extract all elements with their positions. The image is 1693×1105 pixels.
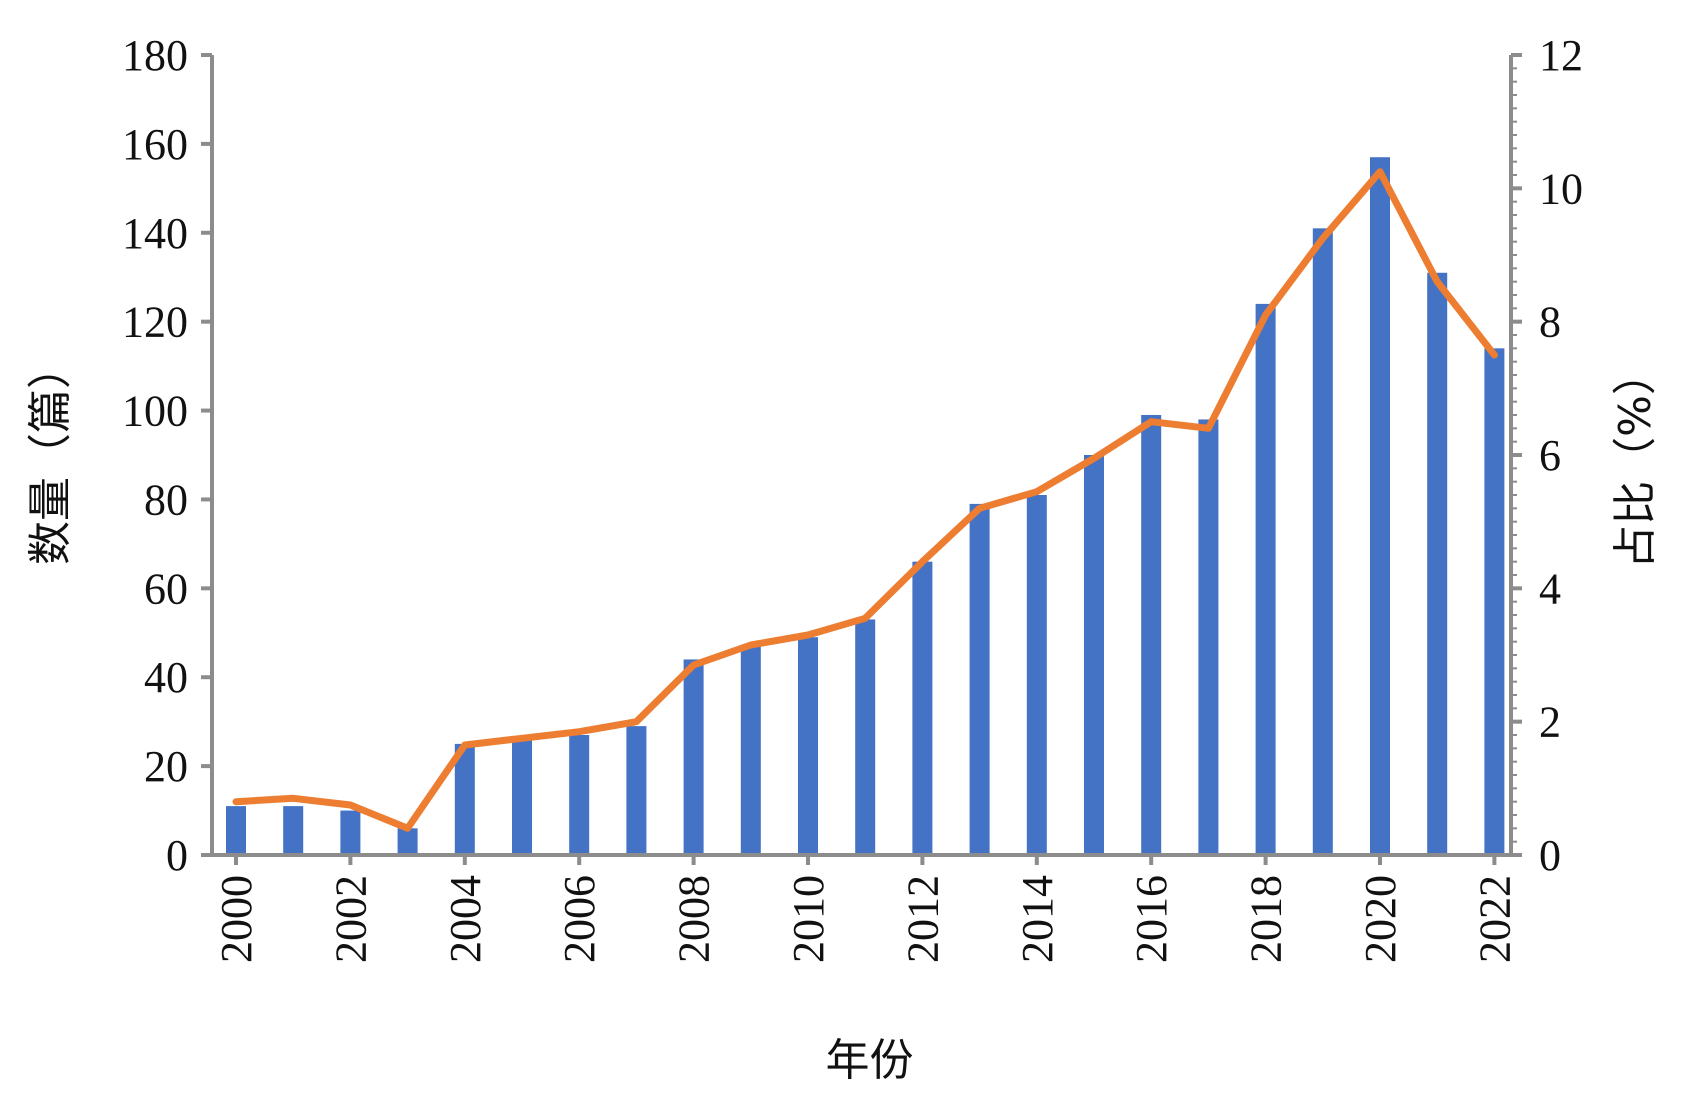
- x-tick-label: 2004: [441, 875, 490, 963]
- line-series-path: [232, 168, 1498, 832]
- y-right-tick-label: 2: [1539, 698, 1561, 747]
- y-left-tick-label: 0: [166, 831, 188, 880]
- bar: [1198, 419, 1219, 855]
- y-left-tick-label: 100: [122, 387, 188, 436]
- bar: [512, 739, 532, 855]
- labels: 0 20 40 60 80 100 120 140 160 180 0 2 4 6 8 10 12 2000 200…: [25, 31, 1661, 1086]
- y-right-tick-label: 12: [1539, 31, 1583, 80]
- bar: [1141, 415, 1162, 855]
- y-right-tick-label: 6: [1539, 431, 1561, 480]
- y-left-tick-label: 120: [122, 298, 188, 347]
- y-left-tick-label: 40: [144, 653, 188, 702]
- y-left-tick-label: 80: [144, 475, 188, 524]
- bar: [626, 726, 647, 855]
- x-tick-label: 2018: [1242, 875, 1291, 963]
- bar: [969, 503, 990, 855]
- x-tick-label: 2000: [212, 875, 261, 963]
- x-tick-label: 2014: [1013, 875, 1062, 963]
- x-axis-title: 年份: [826, 1035, 914, 1086]
- y-left-tick-label: 60: [144, 564, 188, 613]
- bar: [1084, 455, 1104, 855]
- y-right-tick-label: 0: [1539, 831, 1561, 880]
- axes: [201, 53, 1522, 865]
- bar: [912, 561, 933, 855]
- bar: [397, 828, 418, 855]
- bar: [1370, 157, 1390, 855]
- bar: [569, 735, 590, 855]
- bar: [454, 743, 475, 855]
- y-left-axis-title: 数量（篇）: [25, 345, 76, 565]
- bar: [1026, 495, 1047, 855]
- x-tick-label: 2022: [1470, 875, 1519, 963]
- x-tick-label: 2002: [326, 875, 375, 963]
- x-tick-label: 2006: [555, 875, 604, 963]
- y-right-tick-label: 4: [1539, 564, 1561, 613]
- y-right-tick-label: 10: [1539, 164, 1583, 213]
- bar: [855, 619, 876, 855]
- y-left-tick-label: 140: [122, 209, 188, 258]
- x-tick-label: 2008: [670, 875, 719, 963]
- bar: [740, 646, 761, 855]
- bar: [1255, 303, 1276, 855]
- x-tick-label: 2012: [898, 875, 947, 963]
- y-left-tick-label: 20: [144, 742, 188, 791]
- y-right-tick-label: 8: [1539, 298, 1561, 347]
- y-left-tick-label: 180: [122, 31, 188, 80]
- x-tick-label: 2010: [784, 875, 833, 963]
- x-tick-label: 2016: [1127, 875, 1176, 963]
- y-right-axis-title: 占比（%）: [1610, 351, 1661, 569]
- x-tick-label: 2020: [1356, 875, 1405, 963]
- bar: [226, 806, 246, 855]
- bar: [283, 806, 304, 855]
- bar: [1484, 348, 1505, 855]
- y-left-tick-label: 160: [122, 120, 188, 169]
- bar: [1427, 272, 1448, 855]
- bar: [683, 659, 704, 855]
- bar: [1312, 228, 1333, 856]
- bar: [798, 637, 818, 855]
- bar-series: [226, 157, 1505, 856]
- line-series: [232, 168, 1498, 832]
- bar: [340, 810, 361, 855]
